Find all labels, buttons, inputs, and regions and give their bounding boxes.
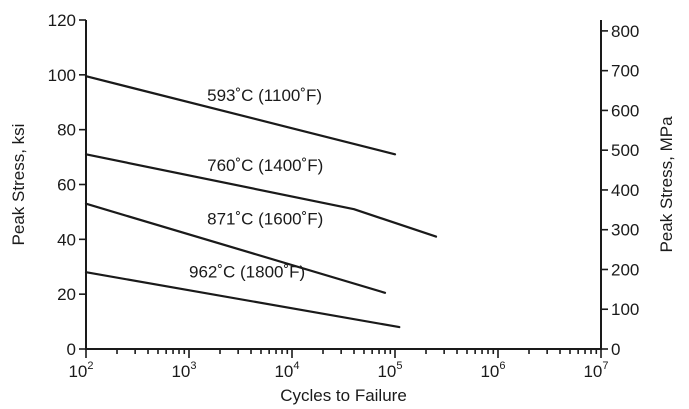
y-tick-label-left: 20: [57, 285, 76, 304]
y-tick-label-right: 500: [611, 141, 639, 160]
y-tick-label-right: 400: [611, 181, 639, 200]
series-label: 593˚C (1100˚F): [207, 86, 322, 105]
tick-labels: 0 20 40 60 80 100 120 0 100 200 300 400 500 600 700 800…: [48, 11, 640, 381]
x-tick-label: 102: [68, 360, 93, 381]
y-tick-label-right: 100: [611, 300, 639, 319]
series-line: [84, 75, 397, 156]
series-lines: [84, 75, 438, 329]
series-label: 962˚C (1800˚F): [189, 263, 305, 282]
x-tick-label: 103: [171, 360, 196, 381]
x-tick-label: 105: [377, 360, 402, 381]
series-line: [84, 271, 401, 329]
series-label: 871˚C (1600˚F): [207, 209, 323, 228]
y-tick-label-right: 200: [611, 260, 639, 279]
axes: [85, 20, 602, 350]
y-tick-label-left: 0: [67, 340, 76, 359]
y-tick-label-left: 80: [57, 121, 76, 140]
y-tick-label-left: 120: [48, 11, 76, 30]
series-labels: 593˚C (1100˚F) 760˚C (1400˚F) 871˚C (1600˚…: [189, 86, 323, 282]
y-tick-label-left: 60: [57, 176, 76, 195]
series-line: [84, 202, 387, 294]
x-tick-label: 107: [583, 360, 608, 381]
series-label: 760˚C (1400˚F): [207, 156, 323, 175]
y-axis-title-left: Peak Stress, ksi: [9, 124, 28, 246]
axes-frame: [85, 20, 602, 350]
y-tick-label-left: 40: [57, 230, 76, 249]
y-axis-title-right: Peak Stress, MPa: [657, 116, 676, 253]
x-axis-title: Cycles to Failure: [280, 386, 407, 405]
y-tick-label-right: 600: [611, 101, 639, 120]
y-tick-label-right: 300: [611, 221, 639, 240]
x-tick-label: 106: [480, 360, 505, 381]
y-tick-label-right: 0: [611, 340, 620, 359]
y-tick-label-left: 100: [48, 66, 76, 85]
x-tick-label: 104: [274, 360, 299, 381]
y-tick-label-right: 700: [611, 62, 639, 81]
tick-marks: [79, 19, 608, 358]
y-tick-label-right: 800: [611, 22, 639, 41]
series-line: [84, 153, 438, 238]
